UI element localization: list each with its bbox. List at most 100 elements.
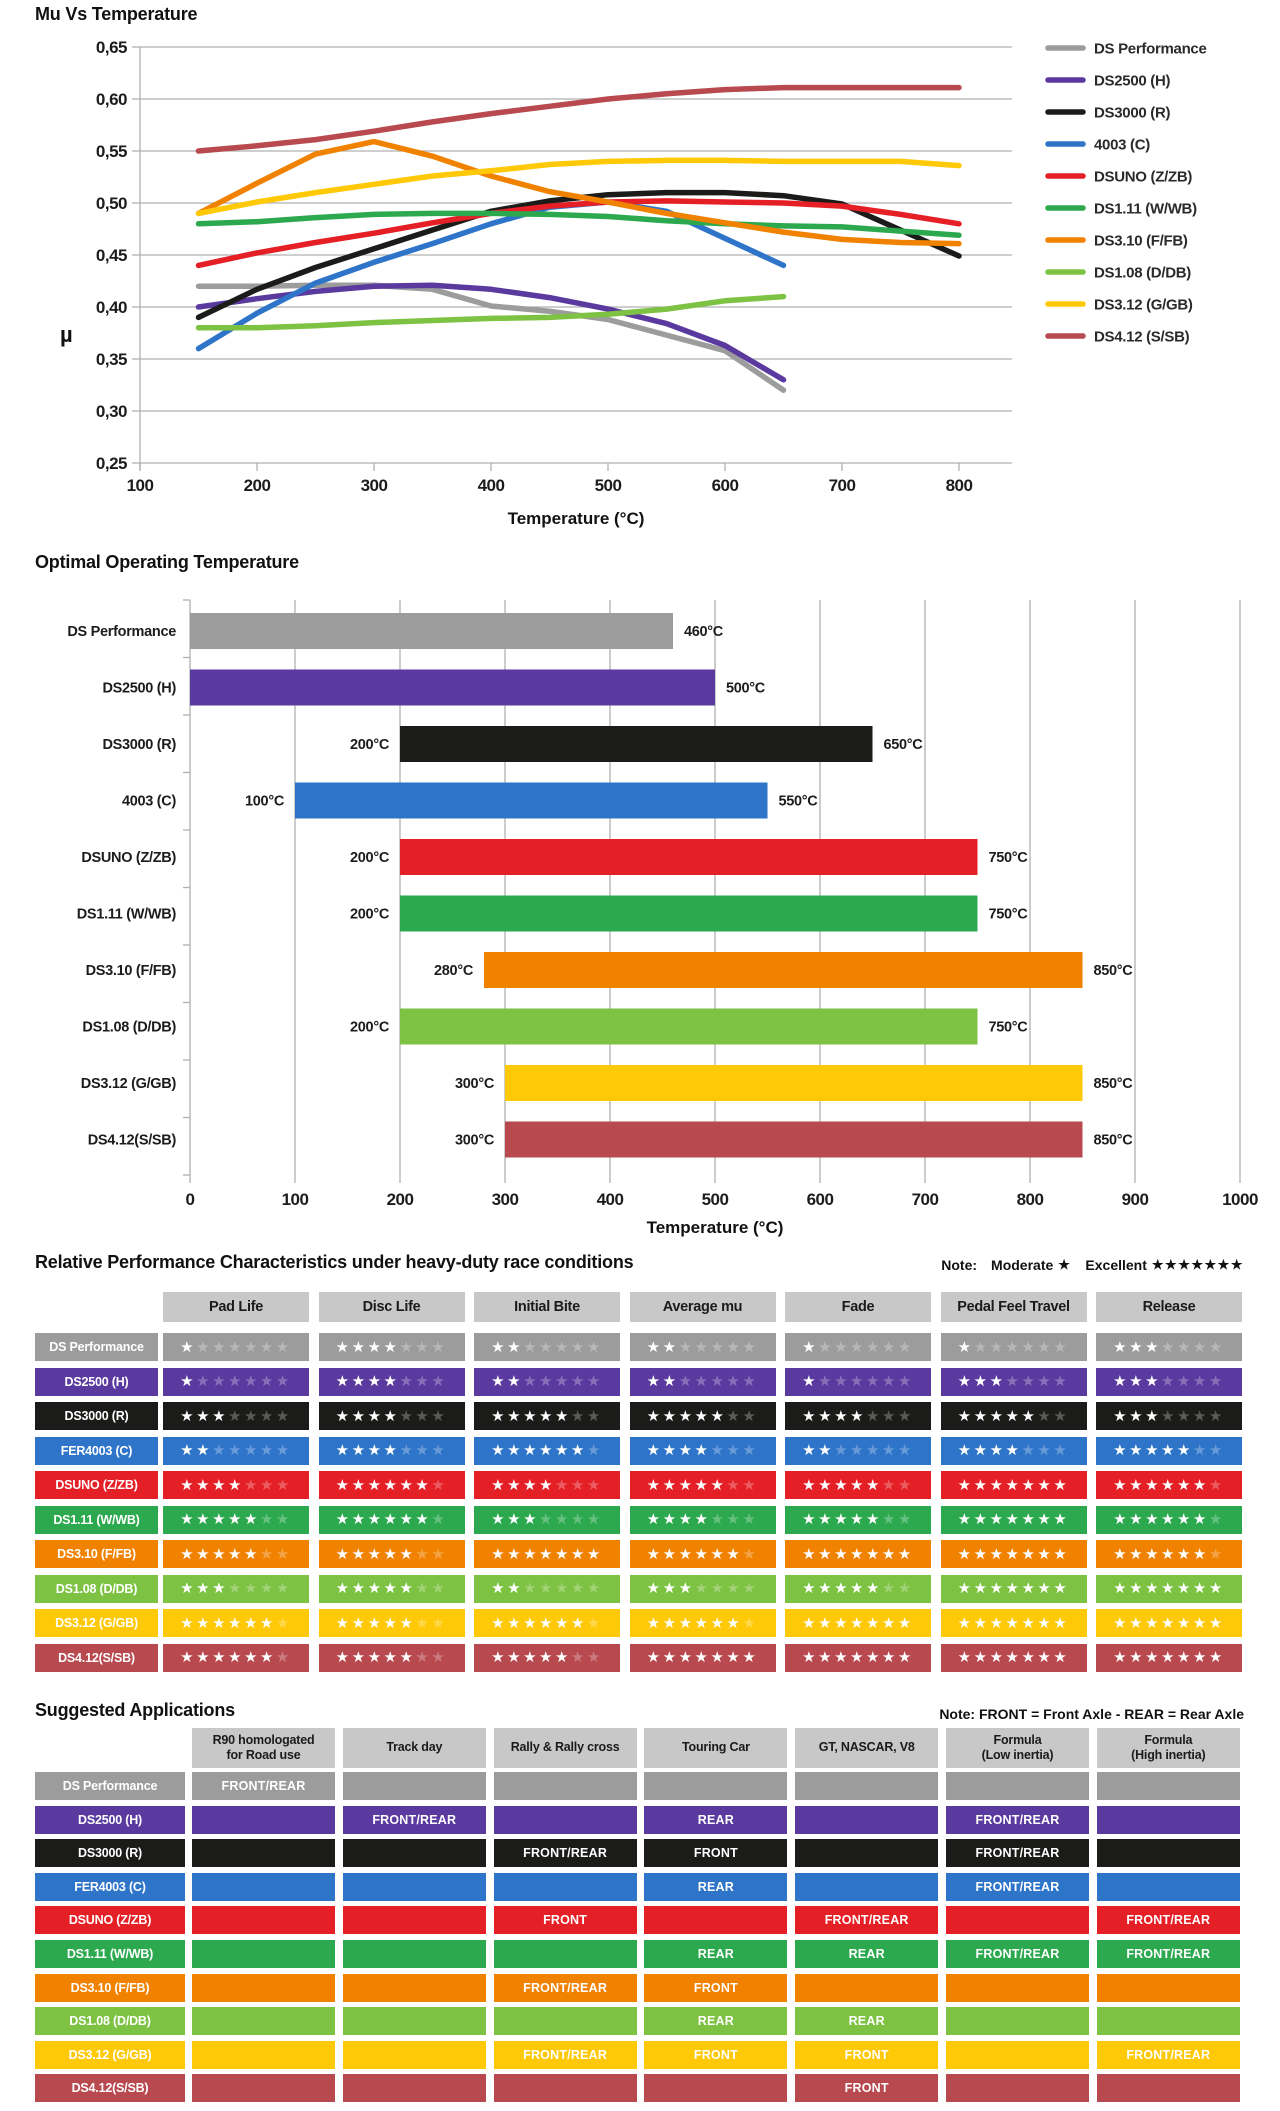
app-cell-ds4-12-s-sb-formula-high-inertia: [1096, 2074, 1240, 2103]
series-line-ds-performance: [195, 282, 787, 393]
performance-table-title: Relative Performance Characteristics und…: [35, 1252, 634, 1272]
bar-end-label: 750°C: [989, 850, 1029, 866]
rating-ds4-12-s-sb-disc-life: ★★★★★★★: [318, 1643, 465, 1672]
rating-ds-performance-disc-life: ★★★★★★★: [318, 1333, 465, 1361]
perf-row-label-ds3-10-f-fb: DS3.10 (F/FB): [35, 1540, 158, 1568]
rating-fer4003-c-initial-bite: ★★★★★★★: [474, 1436, 620, 1465]
legend-label-4003-c: 4003 (C): [1094, 137, 1150, 154]
bar-start-label: 300°C: [455, 1133, 495, 1149]
bar-start-label: 200°C: [350, 850, 390, 866]
perf-row-label-dsuno-z-zb: DSUNO (Z/ZB): [35, 1471, 158, 1499]
rating-ds3-12-g-gb-disc-life: ★★★★★★★: [318, 1609, 465, 1637]
app-cell-ds1-11-w-wb-track-day: [342, 1940, 486, 1968]
bar-end-label: 850°C: [1094, 963, 1134, 979]
bar-category-ds1-08-d-db: DS1.08 (D/DB): [82, 1020, 176, 1036]
app-cell-fer4003-c-track-day: [342, 1872, 486, 1901]
apps-row-label-dsuno-z-zb: DSUNO (Z/ZB): [35, 1906, 185, 1935]
app-cell-ds1-08-d-db-track-day: [342, 2007, 486, 2036]
app-cell-ds3000-r-rally-rally-cross: FRONT/REAR: [493, 1839, 637, 1868]
rating-ds-performance-fade: ★★★★★★★: [785, 1333, 931, 1361]
perf-col-header-disc-life: Disc Life: [318, 1292, 465, 1322]
rating-ds4-12-s-sb-fade: ★★★★★★★: [785, 1643, 931, 1672]
rating-ds1-08-d-db-release: ★★★★★★★: [1096, 1574, 1242, 1603]
app-cell-ds1-11-w-wb-formula-high-inertia: FRONT/REAR: [1096, 1940, 1240, 1968]
x-tick-label: 300: [492, 1190, 519, 1209]
bar-ds2500-h: [190, 669, 715, 706]
rating-ds1-11-w-wb-pad-life: ★★★★★★★: [163, 1505, 309, 1534]
perf-col-header-pedal-feel-travel: Pedal Feel Travel: [940, 1292, 1087, 1322]
rating-fer4003-c-disc-life: ★★★★★★★: [318, 1436, 465, 1465]
bar-category-ds1-11-w-wb: DS1.11 (W/WB): [77, 907, 177, 923]
bar-start-label: 280°C: [434, 963, 474, 979]
bar-end-label: 650°C: [884, 737, 924, 753]
perf-row-label-ds1-11-w-wb: DS1.11 (W/WB): [35, 1505, 158, 1534]
rating-ds1-11-w-wb-average-mu: ★★★★★★★: [629, 1505, 776, 1534]
rating-ds2500-h-initial-bite: ★★★★★★★: [474, 1367, 620, 1396]
apps-col-header-r90-homologated-for-road-use: R90 homologated for Road use: [192, 1728, 335, 1768]
bar-ds1-11-w-wb: [400, 895, 978, 932]
perf-row-label-ds4-12-s-sb: DS4.12(S/SB): [35, 1643, 158, 1672]
x-axis-title: Temperature (°C): [647, 1218, 784, 1237]
app-cell-ds3000-r-track-day: [342, 1839, 486, 1868]
x-tick-label: 500: [702, 1190, 729, 1209]
performance-note: Note: Moderate ★ Excellent ★★★★★★★: [941, 1257, 1244, 1273]
app-cell-ds2500-h-rally-rally-cross: [493, 1805, 637, 1834]
perf-row-label-ds3000-r: DS3000 (R): [35, 1402, 158, 1430]
app-cell-ds3-10-f-fb-rally-rally-cross: FRONT/REAR: [493, 1973, 637, 2002]
rating-ds2500-h-pad-life: ★★★★★★★: [163, 1367, 309, 1396]
legend-label-ds3000-r: DS3000 (R): [1094, 105, 1171, 122]
rating-dsuno-z-zb-fade: ★★★★★★★: [785, 1471, 931, 1499]
y-tick-label: 0,60: [96, 90, 127, 109]
app-cell-ds3000-r-touring-car: FRONT: [644, 1839, 788, 1868]
app-cell-dsuno-z-zb-formula-low-inertia: [946, 1906, 1089, 1935]
legend-label-ds1-11-w-wb: DS1.11 (W/WB): [1094, 201, 1197, 218]
app-cell-ds3-10-f-fb-track-day: [342, 1973, 486, 2002]
series-line-ds3-10-f-fb: [195, 138, 962, 247]
apps-col-header-track-day: Track day: [342, 1728, 486, 1768]
apps-col-header-gt-nascar-v8: GT, NASCAR, V8: [795, 1728, 939, 1768]
rating-ds4-12-s-sb-initial-bite: ★★★★★★★: [474, 1643, 620, 1672]
bar-start-label: 200°C: [350, 1020, 390, 1036]
app-cell-ds1-08-d-db-touring-car: REAR: [644, 2007, 788, 2036]
rating-ds4-12-s-sb-pedal-feel-travel: ★★★★★★★: [940, 1643, 1087, 1672]
perf-col-header-release: Release: [1096, 1292, 1242, 1322]
rating-fer4003-c-average-mu: ★★★★★★★: [629, 1436, 776, 1465]
x-tick-label: 400: [478, 476, 505, 495]
rating-ds-performance-release: ★★★★★★★: [1096, 1333, 1242, 1361]
performance-table-section: Relative Performance Characteristics und…: [0, 1248, 1280, 1695]
y-tick-label: 0,35: [96, 350, 127, 369]
y-tick-label: 0,40: [96, 298, 127, 317]
rating-ds-performance-pedal-feel-travel: ★★★★★★★: [940, 1333, 1087, 1361]
app-cell-fer4003-c-gt-nascar-v8: [795, 1872, 939, 1901]
perf-col-header-initial-bite: Initial Bite: [474, 1292, 620, 1322]
rating-ds-performance-pad-life: ★★★★★★★: [163, 1333, 309, 1361]
perf-row-label-ds2500-h: DS2500 (H): [35, 1367, 158, 1396]
y-tick-label: 0,50: [96, 194, 127, 213]
rating-ds1-08-d-db-disc-life: ★★★★★★★: [318, 1574, 465, 1603]
bar-start-label: 300°C: [455, 1076, 495, 1092]
x-tick-label: 700: [829, 476, 856, 495]
apps-row-label-ds1-08-d-db: DS1.08 (D/DB): [35, 2007, 185, 2036]
app-cell-ds-performance-gt-nascar-v8: [795, 1772, 939, 1800]
perf-row-label-ds3-12-g-gb: DS3.12 (G/GB): [35, 1609, 158, 1637]
app-cell-ds4-12-s-sb-touring-car: [644, 2074, 788, 2103]
perf-col-header-fade: Fade: [785, 1292, 931, 1322]
app-cell-ds3-10-f-fb-touring-car: FRONT: [644, 1973, 788, 2002]
rating-ds3000-r-pad-life: ★★★★★★★: [163, 1402, 309, 1430]
app-cell-ds3-12-g-gb-formula-high-inertia: FRONT/REAR: [1096, 2040, 1240, 2069]
app-cell-ds2500-h-gt-nascar-v8: [795, 1805, 939, 1834]
bar-end-label: 850°C: [1094, 1076, 1134, 1092]
bar-ds1-08-d-db: [400, 1008, 978, 1045]
bar-ds3-10-f-fb: [484, 952, 1083, 988]
app-cell-fer4003-c-touring-car: REAR: [644, 1872, 788, 1901]
app-cell-ds3000-r-formula-high-inertia: [1096, 1839, 1240, 1868]
note-excellent: Excellent ★★★★★★★: [1085, 1257, 1244, 1273]
x-tick-label: 500: [595, 476, 622, 495]
x-tick-label: 100: [282, 1190, 309, 1209]
app-cell-ds2500-h-r90-homologated-for-road-use: [192, 1805, 335, 1834]
app-cell-ds-performance-formula-high-inertia: [1096, 1772, 1240, 1800]
y-tick-label: 0,45: [96, 246, 127, 265]
bar-category-ds3-10-f-fb: DS3.10 (F/FB): [86, 963, 177, 979]
app-cell-ds2500-h-track-day: FRONT/REAR: [342, 1805, 486, 1834]
